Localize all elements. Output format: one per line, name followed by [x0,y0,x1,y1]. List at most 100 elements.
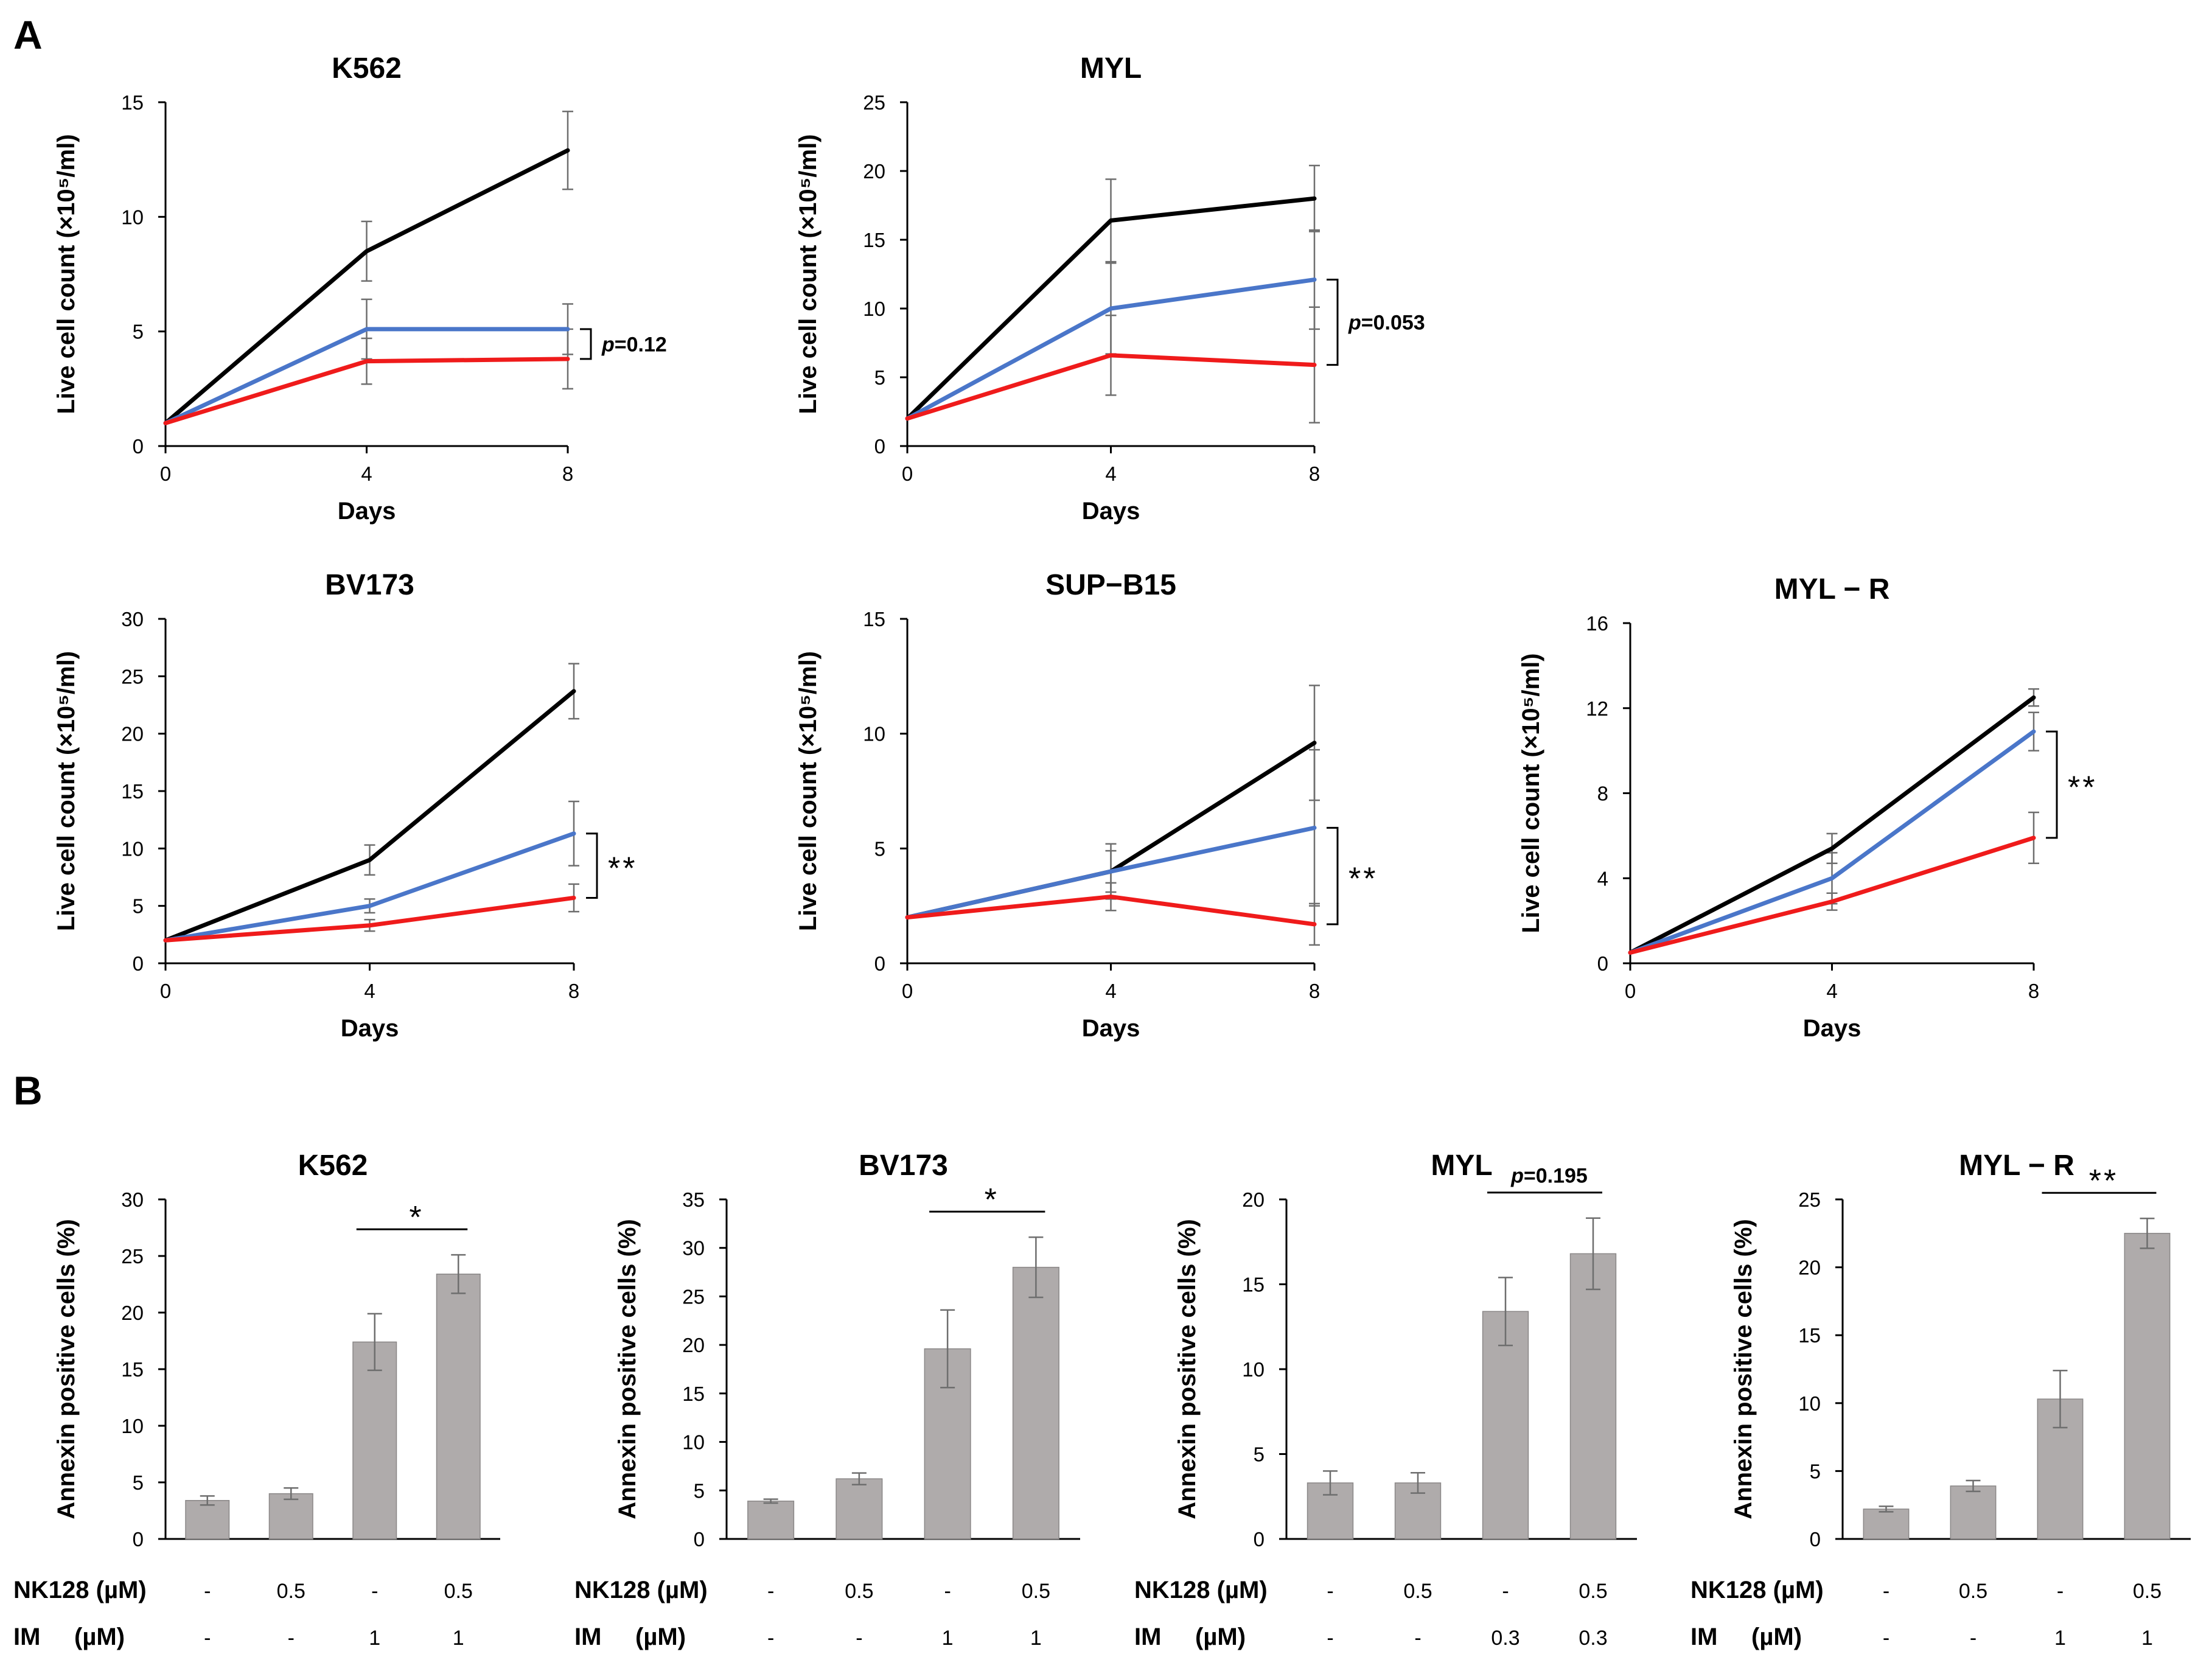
bar [2124,1233,2171,1540]
y-tick-label: 12 [1586,697,1608,720]
y-axis-label: Annexin positive cells (%) [53,1219,80,1519]
row-value: - [767,1580,774,1603]
row-value: 0.5 [845,1580,873,1603]
x-tick-label: 8 [1309,462,1320,485]
y-tick-label: 0 [133,952,144,975]
x-tick-label: 0 [902,980,913,1002]
significance-label: ** [2089,1163,2118,1199]
row-value: 1 [1030,1627,1042,1650]
series-line-black [1628,695,2036,955]
p-symbol: p [601,333,615,356]
series-line-black [163,148,570,425]
y-tick-label: 20 [1242,1188,1265,1211]
row-value: - [371,1580,378,1603]
bar [1012,1266,1059,1540]
bar [352,1341,397,1540]
x-tick-label: 0 [160,980,171,1002]
y-tick-label: 5 [133,1471,144,1494]
y-tick-label: 15 [121,91,144,114]
y-tick-label: 30 [121,608,144,630]
row-value: - [1327,1580,1333,1603]
y-tick-label: 15 [863,608,885,630]
significance-label: p=0.195 [1510,1165,1588,1188]
p-symbol: p [1348,312,1361,335]
row-label: IM (µM) [13,1624,125,1650]
x-tick-label: 0 [902,462,913,485]
row-value: - [1970,1627,1976,1650]
chart-title: MYL − R [1774,573,1890,605]
row-value: - [1502,1580,1509,1603]
chart-title: MYL − R [1959,1149,2074,1182]
chart-title: BV173 [325,569,414,601]
row-label: NK128 (µM) [13,1577,147,1603]
row-value: 1 [2141,1627,2153,1650]
y-tick-label: 0 [694,1528,705,1551]
y-tick-label: 16 [1586,612,1608,635]
y-tick-label: 5 [133,895,144,918]
series-line-blue [1628,729,2036,955]
x-tick-label: 4 [364,980,375,1002]
y-tick-label: 10 [863,723,885,745]
y-axis-label: Live cell count (×10⁵/ml) [53,134,80,414]
y-tick-label: 0 [1810,1528,1821,1551]
y-tick-label: 10 [1798,1392,1821,1415]
y-tick-label: 0 [133,435,144,458]
row-value: - [204,1627,211,1650]
row-value: 0.5 [444,1580,473,1603]
series-line-blue [905,277,1317,421]
row-value: - [1414,1627,1421,1650]
y-tick-label: 15 [1798,1324,1821,1347]
chart-0: K562 0 5 10 15 Live cell count (×10⁵/ml) 0 4 8 Da… [53,52,667,525]
row-value: 0.5 [1579,1580,1607,1603]
x-tick-label: 4 [1826,980,1837,1002]
bar [185,1500,230,1540]
y-tick-label: 15 [682,1383,705,1405]
p-symbol: p [1510,1165,1524,1188]
x-tick-label: 8 [2028,980,2039,1002]
row-value: 1 [453,1627,464,1650]
row-label: IM (µM) [1134,1624,1246,1650]
row-label: IM (µM) [574,1624,686,1650]
y-tick-label: 25 [863,91,885,114]
x-tick-label: 8 [568,980,579,1002]
y-tick-label: 20 [682,1334,705,1356]
row-label: IM (µM) [1690,1624,1802,1650]
y-tick-label: 5 [1254,1443,1265,1466]
series-line-red [905,353,1317,421]
y-axis-label: Annexin positive cells (%) [1174,1219,1201,1519]
y-tick-label: 15 [121,1358,144,1381]
significance-label: ** [2068,770,2097,806]
y-tick-label: 15 [121,780,144,803]
chart-5: K562 0 5 10 15 20 25 30 Annexin positive cells (… [13,1149,500,1650]
chart-title: K562 [298,1149,368,1182]
chart-7: MYL 0 5 10 15 20 Annexin positive cells (%) NK1… [1134,1149,1637,1650]
series-line-red [905,895,1317,927]
y-tick-label: 0 [133,1528,144,1551]
y-tick-label: 10 [121,837,144,860]
bar [1569,1253,1617,1540]
y-tick-label: 20 [121,1302,144,1324]
y-tick-label: 5 [1810,1460,1821,1482]
row-value: 0.5 [277,1580,305,1603]
x-tick-label: 0 [1625,980,1636,1002]
y-tick-label: 0 [874,952,885,975]
y-axis-label: Live cell count (×10⁵/ml) [53,651,80,931]
x-tick-label: 4 [1105,980,1116,1002]
y-tick-label: 10 [863,298,885,320]
y-tick-label: 8 [1597,783,1608,805]
series-line-blue [905,825,1317,920]
chart-title: SUP−B15 [1045,569,1176,601]
y-tick-label: 0 [874,435,885,458]
y-tick-label: 10 [1242,1358,1265,1381]
row-value: - [204,1580,211,1603]
row-value: - [767,1627,774,1650]
y-tick-label: 20 [1798,1257,1821,1279]
row-value: 0.5 [1959,1580,1987,1603]
significance-bracket [586,832,598,899]
y-tick-label: 25 [682,1285,705,1308]
bar [1863,1509,1910,1540]
series-line-red [1628,835,2036,955]
